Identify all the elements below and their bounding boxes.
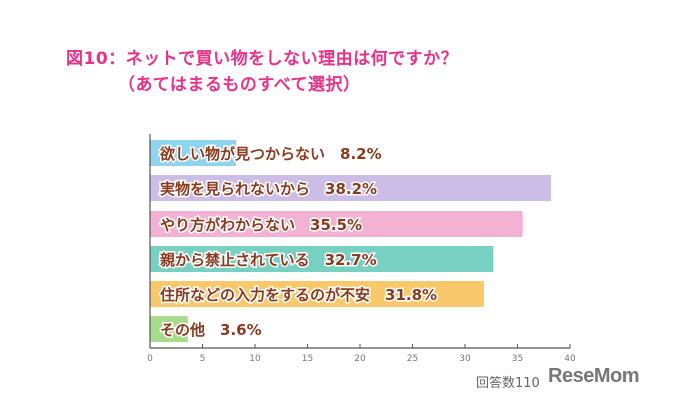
x-tick-label: 30	[459, 354, 471, 364]
chart-title: 図10：ネットで買い物をしない理由は何ですか？	[66, 49, 459, 69]
category-label: やり方がわからない	[160, 216, 295, 234]
data-label: 35.5%	[295, 216, 362, 234]
category-label: その他	[160, 321, 205, 339]
bar	[150, 140, 237, 166]
category-label: 住所などの入力をするのが不安	[160, 286, 370, 304]
category-label: 親から禁止されている	[160, 251, 310, 269]
category-label: 欲しい物が見つからない	[159, 145, 325, 163]
data-label: 32.7%	[310, 251, 377, 269]
x-tick-label: 35	[512, 354, 523, 364]
bar	[150, 175, 552, 201]
category-label: 実物を見られないから	[160, 180, 310, 198]
resemom-logo: ReseMom	[548, 365, 639, 387]
x-tick-label: 10	[249, 354, 261, 364]
bar-label: その他 3.6%	[160, 321, 262, 339]
respondent-count: 回答数110	[476, 376, 540, 391]
chart-subtitle: （あてはまるものすべて選択）	[118, 75, 361, 95]
bar-label: 住所などの入力をするのが不安 31.8%	[160, 286, 437, 304]
data-label: 31.8%	[370, 286, 437, 304]
bar	[150, 316, 188, 342]
bar-label: 欲しい物が見つからない 8.2%	[159, 145, 382, 163]
bar	[150, 211, 523, 237]
x-tick-label: 20	[354, 354, 366, 364]
bar-label: 実物を見られないから 38.2%	[160, 180, 377, 198]
bar	[150, 246, 494, 272]
x-tick-label: 15	[302, 354, 313, 364]
bar-label: やり方がわからない 35.5%	[160, 216, 362, 234]
x-tick-label: 40	[564, 354, 576, 364]
x-tick-label: 0	[147, 354, 153, 364]
bar-label: 親から禁止されている 32.7%	[160, 251, 377, 269]
x-tick-label: 25	[407, 354, 418, 364]
bar	[150, 281, 484, 307]
x-tick-label: 5	[200, 354, 206, 364]
data-label: 3.6%	[205, 321, 262, 339]
data-label: 8.2%	[325, 145, 382, 163]
data-label: 38.2%	[310, 180, 377, 198]
